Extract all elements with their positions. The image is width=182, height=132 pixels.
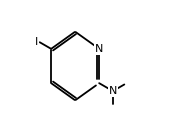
Text: N: N xyxy=(109,86,117,96)
Text: N: N xyxy=(95,44,103,54)
Text: I: I xyxy=(35,37,38,47)
